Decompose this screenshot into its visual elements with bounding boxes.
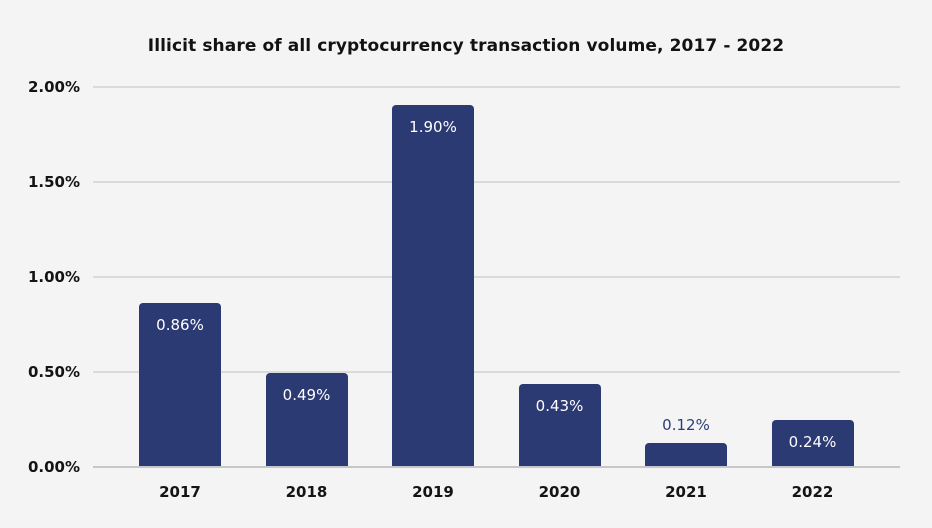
bar-2022 — [771, 420, 854, 466]
bar-2019 — [392, 105, 474, 466]
gridline — [93, 276, 900, 278]
y-tick-label: 0.00% — [27, 458, 80, 476]
plot-area: 0.86% 0.49% 1.90% 0.43% 0.12% 0.24% — [93, 86, 900, 468]
bar-value-label: 0.49% — [282, 385, 331, 404]
y-axis: 2.00% 1.50% 1.00% 0.50% 0.00% — [0, 78, 80, 476]
x-axis: 2017 2018 2019 2020 2021 2022 — [93, 483, 900, 503]
gridline — [93, 181, 900, 183]
bar-2020 — [518, 384, 601, 466]
y-tick-label: 1.00% — [27, 268, 80, 286]
y-tick-label: 0.50% — [27, 363, 80, 381]
y-tick-label: 1.50% — [27, 173, 80, 191]
y-tick-label: 2.00% — [27, 78, 80, 96]
x-tick-label: 2020 — [538, 483, 581, 501]
x-tick-label: 2022 — [791, 483, 834, 501]
bar-2018 — [265, 372, 348, 466]
bar-value-label: 0.43% — [535, 397, 584, 416]
bar-value-label: 1.90% — [409, 118, 457, 136]
x-tick-label: 2021 — [665, 483, 707, 501]
x-tick-label: 2018 — [285, 483, 328, 501]
chart-title: Illicit share of all cryptocurrency tran… — [147, 36, 785, 56]
x-tick-label: 2019 — [412, 483, 454, 501]
bar-2021 — [645, 443, 727, 466]
bar-value-label: 0.24% — [788, 433, 837, 452]
bar-2017 — [139, 302, 221, 466]
x-axis-line — [93, 466, 900, 468]
bar-value-label: 0.86% — [156, 315, 204, 334]
gridline — [93, 371, 900, 373]
bar-value-label: 0.12% — [662, 416, 710, 435]
gridline — [93, 86, 900, 88]
x-tick-label: 2017 — [159, 483, 201, 501]
